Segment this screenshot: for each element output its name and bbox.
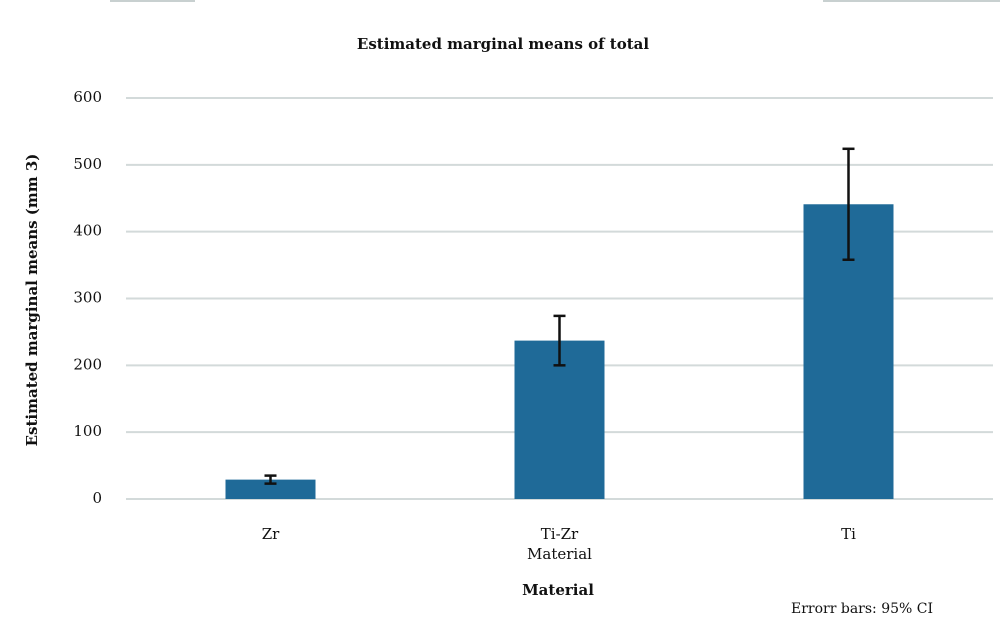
x-tick-label: Ti — [841, 525, 856, 543]
error-bar — [553, 314, 566, 367]
bar — [225, 479, 316, 499]
y-tick-label: 0 — [92, 489, 102, 507]
y-axis-label: Estimated marginal means (mm 3) — [23, 154, 41, 447]
bar — [514, 340, 605, 499]
x-tick-label: Zr — [262, 525, 280, 543]
y-tick-label: 300 — [73, 289, 102, 307]
error-bar — [842, 147, 855, 261]
y-tick-label: 600 — [73, 88, 102, 106]
note: Errorr bars: 95% CI — [791, 601, 933, 617]
y-tick-label: 200 — [73, 355, 102, 373]
y-tick-label: 100 — [73, 422, 102, 440]
y-tick-label: 400 — [73, 222, 102, 240]
category-caption: Material — [527, 545, 592, 563]
chart-title: Estimated marginal means of total — [357, 35, 649, 53]
error-bar — [264, 474, 277, 485]
x-axis-label: Material — [522, 581, 594, 599]
x-tick-label: Ti-Zr — [541, 525, 579, 543]
y-tick-label: 500 — [73, 155, 102, 173]
